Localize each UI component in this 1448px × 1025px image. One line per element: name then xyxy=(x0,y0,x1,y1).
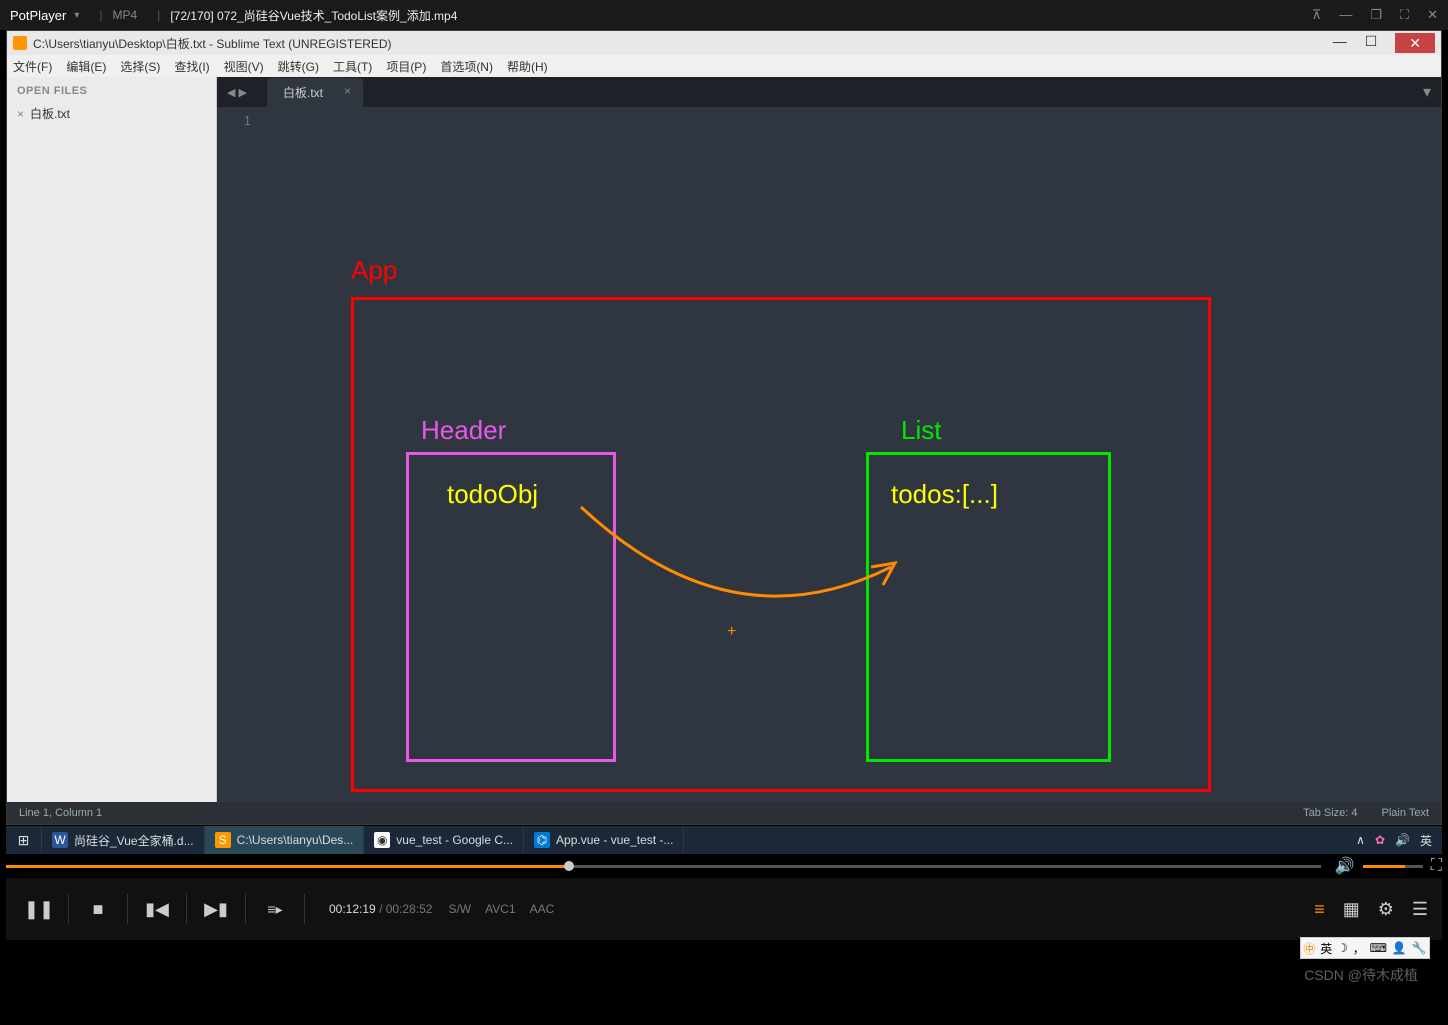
editor-area: ◀ ▶ 白板.txt × ▾ 1 App Header todoObj List… xyxy=(217,77,1441,802)
video-title: [72/170] 072_尚硅谷Vue技术_TodoList案例_添加.mp4 xyxy=(170,7,457,24)
chevron-down-icon[interactable]: ▾ xyxy=(74,10,79,21)
menu-select[interactable]: 选择(S) xyxy=(120,58,160,75)
taskbar-item[interactable]: ⌬ App.vue - vue_test -... xyxy=(524,826,684,854)
ime-lang[interactable]: 英 xyxy=(1320,940,1332,957)
format-label: MP4 xyxy=(113,8,138,22)
taskbar-item[interactable]: S C:\Users\tianyu\Des... xyxy=(205,826,365,854)
open-file-item[interactable]: 白板.txt xyxy=(17,103,206,124)
tab-menu-icon[interactable]: ▾ xyxy=(1423,82,1431,102)
pause-button[interactable]: ❚❚ xyxy=(20,890,58,928)
taskbar-item[interactable]: W 尚硅谷_Vue全家桶.d... xyxy=(42,826,205,854)
sublime-window: C:\Users\tianyu\Desktop\白板.txt - Sublime… xyxy=(6,30,1442,825)
sublime-sidebar: OPEN FILES 白板.txt xyxy=(7,77,217,802)
tray-ime[interactable]: 英 xyxy=(1420,832,1432,849)
line-gutter: 1 xyxy=(217,107,261,128)
taskbar-app-icon: ⌬ xyxy=(534,832,550,848)
gear-icon[interactable]: ⚙ xyxy=(1378,899,1394,920)
control-icon[interactable]: ▦ xyxy=(1343,899,1360,920)
pin-icon[interactable]: ⊼ xyxy=(1312,7,1322,23)
ime-keyboard-icon[interactable]: ⌨ xyxy=(1370,941,1387,955)
menu-tools[interactable]: 工具(T) xyxy=(333,58,372,75)
taskbar-app-icon: S xyxy=(215,832,231,848)
sublime-statusbar: Line 1, Column 1 Tab Size: 4 Plain Text xyxy=(7,802,1441,824)
ime-user-icon[interactable]: 👤 xyxy=(1392,941,1407,955)
tab-nav-icon[interactable]: ◀ ▶ xyxy=(227,86,247,99)
taskbar-item-label: vue_test - Google C... xyxy=(396,833,513,847)
menu-help[interactable]: 帮助(H) xyxy=(507,58,548,75)
prev-button[interactable]: ▮◀ xyxy=(138,890,176,928)
time-display: 00:12:19 / 00:28:52 xyxy=(329,902,432,916)
potplayer-titlebar: PotPlayer ▾ | MP4 | [72/170] 072_尚硅谷Vue技… xyxy=(0,0,1448,30)
windows-taskbar: ⊞ W 尚硅谷_Vue全家桶.d... S C:\Users\tianyu\Des..… xyxy=(6,826,1442,854)
taskbar-app-icon: ◉ xyxy=(374,832,390,848)
sublime-icon xyxy=(13,36,27,50)
menu-icon[interactable]: ☰ xyxy=(1412,899,1428,920)
taskbar-item-label: 尚硅谷_Vue全家桶.d... xyxy=(74,832,194,849)
menu-prefs[interactable]: 首选项(N) xyxy=(440,58,493,75)
arrow-svg xyxy=(261,107,1261,807)
list-icon[interactable]: ≡ xyxy=(1314,899,1325,920)
tab-bar: ◀ ▶ 白板.txt × ▾ xyxy=(217,77,1441,107)
tray-volume-icon[interactable]: 🔊 xyxy=(1395,833,1410,847)
close-icon[interactable]: ✕ xyxy=(1395,33,1435,53)
tab-file[interactable]: 白板.txt × xyxy=(267,78,363,107)
cursor-icon: + xyxy=(727,623,736,641)
ime-punct[interactable]: ， xyxy=(1353,940,1365,957)
maximize-icon[interactable]: ☐ xyxy=(1365,33,1378,53)
video-progress[interactable]: 🔊 ⛶ xyxy=(6,855,1442,877)
playlist-button[interactable]: ≡▸ xyxy=(256,890,294,928)
menu-view[interactable]: 视图(V) xyxy=(224,58,264,75)
tray-expand-icon[interactable]: ∧ xyxy=(1356,833,1365,847)
codec-info: S/W AVC1 AAC xyxy=(448,902,554,916)
ime-logo-icon[interactable]: ㊥ xyxy=(1303,940,1315,957)
status-syntax[interactable]: Plain Text xyxy=(1382,807,1430,819)
menu-edit[interactable]: 编辑(E) xyxy=(66,58,106,75)
ime-moon-icon[interactable]: ☽ xyxy=(1337,941,1348,955)
sublime-menubar: 文件(F) 编辑(E) 选择(S) 查找(I) 视图(V) 跳转(G) 工具(T… xyxy=(7,55,1441,77)
potplayer-controls: ❚❚ ■ ▮◀ ▶▮ ≡▸ 00:12:19 / 00:28:52 S/W AV… xyxy=(6,878,1442,940)
system-tray[interactable]: ∧ ✿ 🔊 英 xyxy=(1346,832,1442,849)
taskbar-item-label: App.vue - vue_test -... xyxy=(556,833,673,847)
stop-button[interactable]: ■ xyxy=(79,890,117,928)
watermark: CSDN @待木成植 xyxy=(1304,965,1418,985)
tray-flower-icon[interactable]: ✿ xyxy=(1375,833,1385,847)
open-files-title: OPEN FILES xyxy=(17,85,206,97)
sublime-title-text: C:\Users\tianyu\Desktop\白板.txt - Sublime… xyxy=(33,35,392,52)
expand-icon[interactable]: ⛶ xyxy=(1431,857,1442,875)
maximize-icon[interactable]: ⛶ xyxy=(1400,7,1409,23)
app-name: PotPlayer xyxy=(10,8,66,23)
volume-icon[interactable]: 🔊 xyxy=(1335,856,1355,876)
taskbar-app-icon: W xyxy=(52,832,68,848)
next-button[interactable]: ▶▮ xyxy=(197,890,235,928)
diagram-canvas: App Header todoObj List todos:[...] + xyxy=(261,107,1441,802)
status-tabsize[interactable]: Tab Size: 4 xyxy=(1303,807,1357,819)
ime-settings-icon[interactable]: 🔧 xyxy=(1412,941,1427,955)
menu-goto[interactable]: 跳转(G) xyxy=(278,58,319,75)
sublime-titlebar: C:\Users\tianyu\Desktop\白板.txt - Sublime… xyxy=(7,31,1441,55)
menu-project[interactable]: 项目(P) xyxy=(386,58,426,75)
ime-toolbar[interactable]: ㊥ 英 ☽ ， ⌨ 👤 🔧 xyxy=(1300,937,1430,959)
menu-find[interactable]: 查找(I) xyxy=(174,58,209,75)
tab-close-icon[interactable]: × xyxy=(344,84,351,98)
menu-file[interactable]: 文件(F) xyxy=(13,58,52,75)
minimize-icon[interactable]: — xyxy=(1339,7,1352,23)
status-position: Line 1, Column 1 xyxy=(19,807,102,819)
restore-icon[interactable]: ❐ xyxy=(1370,7,1382,23)
minimize-icon[interactable]: — xyxy=(1333,33,1347,53)
taskbar-item[interactable]: ◉ vue_test - Google C... xyxy=(364,826,524,854)
start-button[interactable]: ⊞ xyxy=(6,826,42,854)
close-icon[interactable]: ✕ xyxy=(1427,7,1438,23)
taskbar-item-label: C:\Users\tianyu\Des... xyxy=(237,833,354,847)
